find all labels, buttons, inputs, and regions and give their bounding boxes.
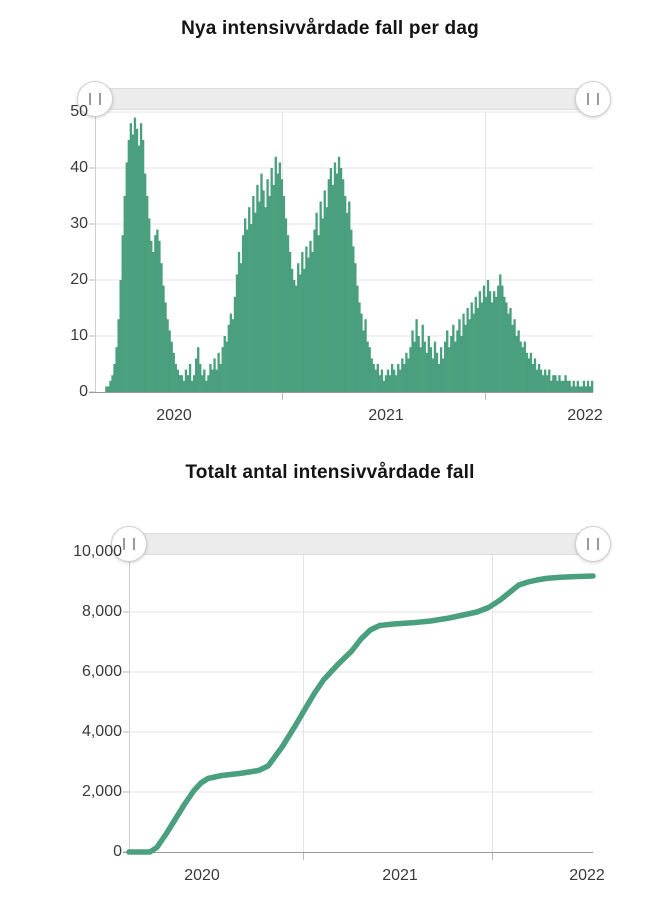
- drag-grip-icon: [89, 93, 101, 105]
- cumulative-cases-line: [126, 573, 596, 855]
- y-axis-tick-label: 4,000: [81, 723, 122, 740]
- drag-grip-icon: [123, 538, 135, 550]
- x-axis-tick-label: 2020: [184, 867, 220, 884]
- y-axis-tick-label: 0: [113, 843, 122, 860]
- chart1-range-start-handle[interactable]: [77, 81, 113, 117]
- chart2-range-track[interactable]: [129, 533, 593, 555]
- drag-grip-icon: [587, 93, 599, 105]
- y-axis-tick-label: 30: [70, 215, 88, 232]
- y-axis-tick-label: 50: [70, 103, 88, 120]
- cumulative-cases-plot: [123, 551, 596, 860]
- x-axis-tick-label: 2022: [569, 867, 605, 884]
- drag-grip-icon: [587, 538, 599, 550]
- chart2-range-end-handle[interactable]: [575, 526, 611, 562]
- y-axis-tick-label: 20: [70, 271, 88, 288]
- y-axis-tick-label: 40: [70, 159, 88, 176]
- x-axis-tick-label: 2021: [382, 867, 418, 884]
- y-axis-tick-label: 2,000: [81, 783, 122, 800]
- y-axis-tick-label: 10,000: [73, 543, 122, 560]
- x-axis-tick-label: 2022: [567, 407, 603, 424]
- chart1-title: Nya intensivvårdade fall per dag: [181, 18, 479, 39]
- daily-cases-bars: [105, 117, 594, 393]
- y-axis-tick-label: 8,000: [81, 603, 122, 620]
- daily-cases-plot: [89, 110, 594, 400]
- y-axis-tick-label: 10: [70, 327, 88, 344]
- y-axis-tick-label: 6,000: [81, 663, 122, 680]
- chart2-title: Totalt antal intensivvårdade fall: [185, 462, 475, 483]
- y-axis-tick-label: 0: [79, 383, 88, 400]
- x-axis-tick-label: 2020: [156, 407, 192, 424]
- chart1-range-track[interactable]: [95, 88, 593, 110]
- chart2-range-start-handle[interactable]: [111, 526, 147, 562]
- x-axis-tick-label: 2021: [368, 407, 404, 424]
- chart1-range-end-handle[interactable]: [575, 81, 611, 117]
